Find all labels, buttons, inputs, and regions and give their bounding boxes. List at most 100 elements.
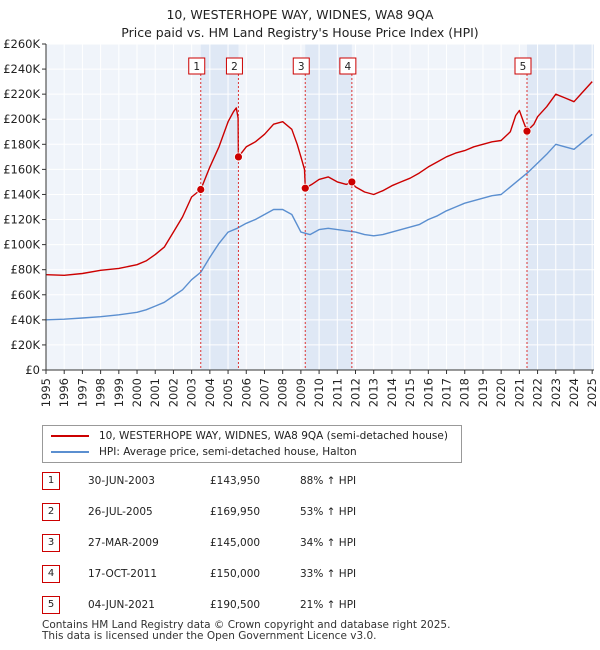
sale-badge-2	[225, 57, 243, 75]
x-tick-label-8: 2003	[185, 378, 199, 407]
y-tick-label-11: £220K	[3, 87, 40, 101]
sale-row: 5 04-JUN-2021 £190,500 21% ↑ HPI	[42, 596, 482, 614]
sale-price: £143,950	[210, 475, 261, 487]
sale-point-3	[300, 183, 310, 193]
sale-row: 2 26-JUL-2005 £169,950 53% ↑ HPI	[42, 503, 482, 521]
x-tick-label-10: 2005	[221, 378, 235, 407]
footer-line-2: This data is licensed under the Open Gov…	[42, 630, 377, 642]
x-tick-label-23: 2018	[458, 378, 472, 407]
series-line-hpi	[45, 133, 593, 321]
sale-badge-3	[292, 57, 310, 75]
y-tick-label-4: £80K	[11, 263, 41, 277]
x-tick-label-12: 2007	[257, 378, 271, 407]
x-tick-label-16: 2011	[330, 378, 344, 407]
chart-title: 10, WESTERHOPE WAY, WIDNES, WA8 9QA Pric…	[0, 6, 600, 42]
title-line-1: 10, WESTERHOPE WAY, WIDNES, WA8 9QA	[166, 7, 434, 22]
x-tick-label-7: 2002	[166, 378, 180, 407]
sale-badge-cell: 4	[42, 565, 60, 583]
shaded-period-3	[527, 44, 594, 370]
x-tick-label-21: 2016	[421, 378, 435, 407]
sale-badge-cell: 1	[42, 472, 60, 490]
shaded-period-2	[305, 44, 352, 370]
chart-legend: 10, WESTERHOPE WAY, WIDNES, WA8 9QA (sem…	[42, 425, 462, 463]
y-tick-label-1: £20K	[11, 338, 41, 352]
sale-row: 3 27-MAR-2009 £145,000 34% ↑ HPI	[42, 534, 482, 552]
sale-price: £169,950	[210, 506, 261, 518]
x-tick-label-25: 2020	[494, 378, 508, 407]
sale-price: £150,000	[210, 568, 261, 580]
series-line-property	[45, 81, 593, 276]
y-tick-label-6: £120K	[3, 213, 40, 227]
x-tick-label-22: 2017	[440, 378, 454, 407]
y-tick-label-9: £180K	[3, 137, 40, 151]
y-tick-label-12: £240K	[3, 62, 40, 76]
x-tick-label-29: 2024	[567, 378, 581, 407]
x-tick-label-5: 2000	[130, 378, 144, 407]
sale-date: 26-JUL-2005	[88, 506, 153, 518]
sale-price: £145,000	[210, 537, 261, 549]
x-tick-label-9: 2004	[203, 378, 217, 407]
y-tick-label-8: £160K	[3, 162, 40, 176]
sale-point-1	[196, 185, 206, 194]
x-tick-label-11: 2006	[239, 378, 253, 407]
footer-line-1: Contains HM Land Registry data © Crown c…	[42, 619, 451, 631]
sale-row: 1 30-JUN-2003 £143,950 88% ↑ HPI	[42, 472, 482, 490]
sale-badge-cell: 5	[42, 596, 60, 614]
sale-price: £190,500	[210, 599, 261, 611]
sale-row: 4 17-OCT-2011 £150,000 33% ↑ HPI	[42, 565, 482, 583]
x-tick-label-14: 2009	[294, 378, 308, 407]
x-tick-label-15: 2010	[312, 378, 326, 407]
sale-badge-label-5: 5	[520, 61, 527, 73]
y-tick-label-5: £100K	[3, 238, 40, 252]
x-tick-label-20: 2015	[403, 378, 417, 407]
sale-hpi-change: 34% ↑ HPI	[300, 537, 357, 549]
x-tick-label-30: 2025	[585, 378, 599, 407]
sale-date: 27-MAR-2009	[88, 537, 159, 549]
sale-date: 30-JUN-2003	[88, 475, 155, 487]
y-tick-label-2: £40K	[11, 313, 41, 327]
sale-badge-cell: 3	[42, 534, 60, 552]
sale-badge-1	[188, 57, 206, 75]
x-tick-label-13: 2008	[276, 378, 290, 407]
sale-hpi-change: 33% ↑ HPI	[300, 568, 357, 580]
x-tick-label-3: 1998	[94, 378, 108, 407]
x-tick-label-17: 2012	[349, 378, 363, 407]
y-tick-label-3: £60K	[11, 288, 41, 302]
sale-badge-label-2: 2	[231, 61, 238, 73]
x-tick-label-24: 2019	[476, 378, 490, 407]
title-line-2: Price paid vs. HM Land Registry's House …	[121, 25, 479, 40]
x-tick-label-4: 1999	[112, 378, 126, 407]
x-tick-label-0: 1995	[39, 378, 53, 407]
y-tick-label-0: £0	[25, 363, 40, 377]
y-tick-label-13: £260K	[3, 37, 40, 51]
sale-point-2	[234, 152, 243, 162]
x-tick-label-19: 2014	[385, 378, 399, 407]
sale-hpi-change: 21% ↑ HPI	[300, 599, 357, 611]
legend-swatch-property	[51, 435, 89, 437]
x-tick-label-28: 2023	[549, 378, 563, 407]
footer: Contains HM Land Registry data © Crown c…	[42, 620, 450, 642]
x-tick-label-1: 1996	[57, 378, 71, 407]
chart-plot: 1 2 3 4 5 £0 £20K £40K £60K £80K £100K £120K £140K £…	[3, 37, 599, 407]
sale-badge-label-4: 4	[345, 61, 352, 73]
y-tick-label-7: £140K	[3, 187, 40, 201]
legend-swatch-hpi	[51, 451, 89, 453]
x-tick-label-6: 2001	[148, 378, 162, 407]
y-tick-label-10: £200K	[3, 112, 40, 126]
sale-date: 17-OCT-2011	[88, 568, 157, 580]
sale-badge-label-1: 1	[193, 61, 200, 73]
sale-point-4	[347, 177, 357, 187]
sale-badge-cell: 2	[42, 503, 60, 521]
x-tick-label-2: 1997	[75, 378, 89, 407]
sale-badge-label-3: 3	[298, 61, 305, 73]
x-tick-label-26: 2021	[512, 378, 526, 407]
legend-label-hpi: HPI: Average price, semi-detached house,…	[99, 446, 357, 458]
legend-label-property: 10, WESTERHOPE WAY, WIDNES, WA8 9QA (sem…	[99, 430, 448, 442]
sale-point-5	[522, 126, 532, 136]
sale-badge-4	[339, 57, 357, 75]
sale-hpi-change: 88% ↑ HPI	[300, 475, 357, 487]
x-tick-label-18: 2013	[367, 378, 381, 407]
x-tick-label-27: 2022	[531, 378, 545, 407]
sale-badge-5	[514, 57, 532, 75]
shaded-period-1	[200, 44, 239, 370]
